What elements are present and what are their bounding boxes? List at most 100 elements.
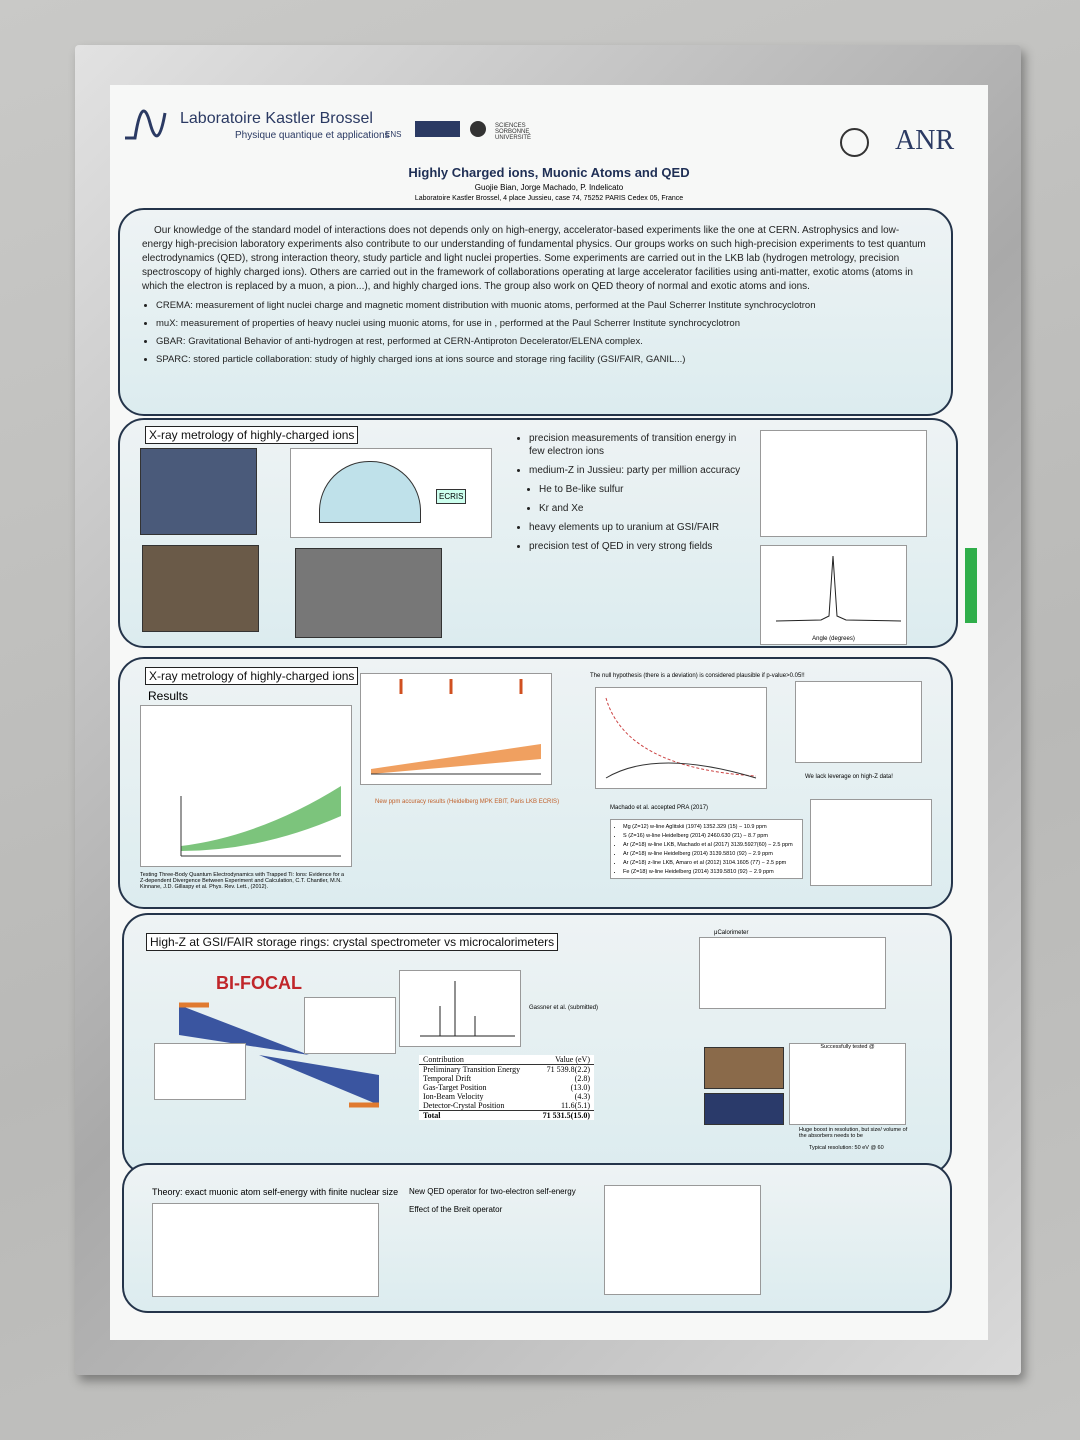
cell: 71 531.5(15.0) — [533, 1110, 594, 1120]
plot — [604, 1185, 761, 1295]
detector-diagram — [699, 937, 886, 1009]
table-row: Total 71 531.5(15.0) — [419, 1110, 594, 1120]
result: Ar (Z=18) w-line Heidelberg (2014) 3139.… — [623, 851, 798, 857]
plot — [304, 997, 396, 1054]
cell: 71 539.8(2.2) — [546, 1065, 590, 1074]
logo: SCIENCES SORBONNE UNIVERSITÉ — [495, 123, 532, 141]
logo — [470, 121, 486, 137]
cell: Preliminary Transition Energy — [423, 1065, 521, 1074]
cell: (2.8) — [574, 1074, 590, 1083]
label: ECRIS — [436, 489, 467, 504]
axis-label: Angle (degrees) — [812, 636, 855, 642]
result: Fe (Z=18) w-line Heidelberg (2014) 3139.… — [623, 869, 798, 875]
cell: Temporal Drift — [423, 1074, 472, 1083]
plot-graphic — [420, 981, 515, 1037]
diagrams — [760, 430, 927, 537]
bullet: SPARC: stored particle collaboration: st… — [156, 354, 929, 366]
note: We lack leverage on high-Z data! — [805, 774, 893, 780]
section-title: X-ray metrology of highly-charged ions — [145, 426, 359, 444]
citation: Gassner et al. (submitted) — [529, 1005, 599, 1011]
label: μCalorimeter — [714, 930, 749, 936]
photo — [295, 548, 442, 638]
logo — [415, 121, 460, 137]
table-row: Detector-Crystal Position 11.6(5.1) — [419, 1101, 594, 1111]
result: Ar (Z=18) z-line LKB, Amaro et al (2012)… — [623, 860, 798, 866]
section-title: X-ray metrology of highly-charged ions — [145, 667, 359, 685]
diagram: ECRIS — [290, 448, 492, 538]
bullet: precision test of QED in very strong fie… — [529, 540, 749, 553]
result: Ar (Z=18) w-line LKB, Machado et al (201… — [623, 842, 798, 848]
table-row: Preliminary Transition Energy 71 539.8(2.… — [419, 1065, 594, 1074]
spectrum-plot: Angle (degrees) — [760, 545, 907, 645]
result: Mg (Z=12) w-line Aglitskii (1974) 1352.3… — [623, 824, 798, 830]
p-value-plot — [595, 687, 767, 789]
table: Contribution Value (eV) Preliminary Transi… — [419, 1055, 594, 1120]
plot — [152, 1203, 379, 1297]
bullet: CREMA: measurement of light nuclei charg… — [156, 300, 929, 312]
result: S (Z=16) w-line Heidelberg (2014) 2460.6… — [623, 833, 798, 839]
text: New QED operator for two-electron self-e… — [409, 1187, 576, 1196]
label: Successfully tested @ — [820, 1044, 875, 1050]
cell: Total — [419, 1110, 534, 1120]
poster-title: Highly Charged ions, Muonic Atoms and QE… — [408, 165, 690, 180]
bullet: medium-Z in Jussieu: party per million a… — [529, 464, 749, 477]
section-subtitle: Results — [148, 689, 189, 703]
section-list: precision measurements of transition ene… — [515, 432, 749, 559]
bullet: GBAR: Gravitational Behavior of anti-hyd… — [156, 336, 929, 348]
intro-list: CREMA: measurement of light nuclei charg… — [142, 300, 929, 366]
bifocal-logo: BI-FOCAL — [216, 973, 302, 993]
section-panel: X-ray metrology of highly-charged ions E… — [118, 418, 958, 648]
photo — [704, 1093, 784, 1125]
spectrum-plot — [399, 970, 521, 1047]
bullet: precision measurements of transition ene… — [529, 432, 749, 458]
results-list: Mg (Z=12) w-line Aglitskii (1974) 1352.3… — [610, 819, 803, 879]
citation: Machado et al. accepted PRA (2017) — [610, 805, 709, 811]
section-title: Theory: exact muonic atom self-energy wi… — [152, 1187, 399, 1197]
note: Typical resolution: 50 eV @ 60 — [809, 1145, 884, 1151]
cell: (13.0) — [570, 1083, 590, 1092]
header-cell: Value (eV) — [533, 1055, 594, 1065]
table-row: Gas-Target Position (13.0) — [419, 1083, 594, 1092]
plot-graphic — [180, 786, 341, 857]
funder-logo: ANR — [895, 125, 955, 156]
text: Effect of the Breit operator — [409, 1205, 503, 1214]
table-row: Temporal Drift (2.8) — [419, 1074, 594, 1083]
authors: Guojie Bian, Jorge Machado, P. Indelicat… — [474, 183, 624, 192]
section-panel: High-Z at GSI/FAIR storage rings: crysta… — [122, 913, 952, 1175]
bifocal-diagram — [179, 1002, 379, 1108]
spectrum-plot: Successfully tested @ — [789, 1043, 906, 1125]
section-panel: Theory: exact muonic atom self-energy wi… — [122, 1163, 952, 1313]
caption: New ppm accuracy results (Heidelberg MPK… — [375, 799, 560, 805]
table-header: Contribution Value (eV) — [419, 1055, 594, 1065]
photo — [140, 448, 257, 535]
spectrum — [775, 555, 902, 622]
plot — [140, 705, 352, 867]
cell: Ion-Beam Velocity — [423, 1092, 484, 1101]
cell: 11.6(5.1) — [560, 1101, 590, 1110]
section-panel: X-ray metrology of highly-charged ions R… — [118, 657, 953, 909]
cell: Gas-Target Position — [423, 1083, 487, 1092]
chamber — [319, 461, 421, 523]
address: Laboratoire Kastler Brossel, 4 place Jus… — [414, 195, 684, 202]
lab-subtitle: Physique quantique et applications — [235, 130, 390, 141]
table-row: Ion-Beam Velocity (4.3) — [419, 1092, 594, 1101]
poster: Laboratoire Kastler Brossel Physique qua… — [110, 85, 988, 1340]
plot-graphic — [605, 697, 757, 779]
intro-text: Our knowledge of the standard model of i… — [142, 225, 926, 292]
plot-graphic — [371, 679, 541, 775]
wall-tag — [965, 548, 977, 623]
photo — [704, 1047, 784, 1089]
lkb-logo — [125, 109, 167, 140]
ppm-plot — [360, 673, 552, 785]
intro-panel: Our knowledge of the standard model of i… — [118, 208, 953, 416]
3d-plot — [810, 799, 932, 886]
cell: (4.3) — [574, 1092, 590, 1101]
note: The null hypothesis (there is a deviatio… — [590, 673, 805, 679]
plot — [795, 681, 922, 763]
plot — [154, 1043, 246, 1100]
logo — [840, 128, 869, 157]
logo: ENS — [385, 130, 402, 139]
bullet: heavy elements up to uranium at GSI/FAIR — [529, 521, 749, 534]
photo — [142, 545, 259, 632]
